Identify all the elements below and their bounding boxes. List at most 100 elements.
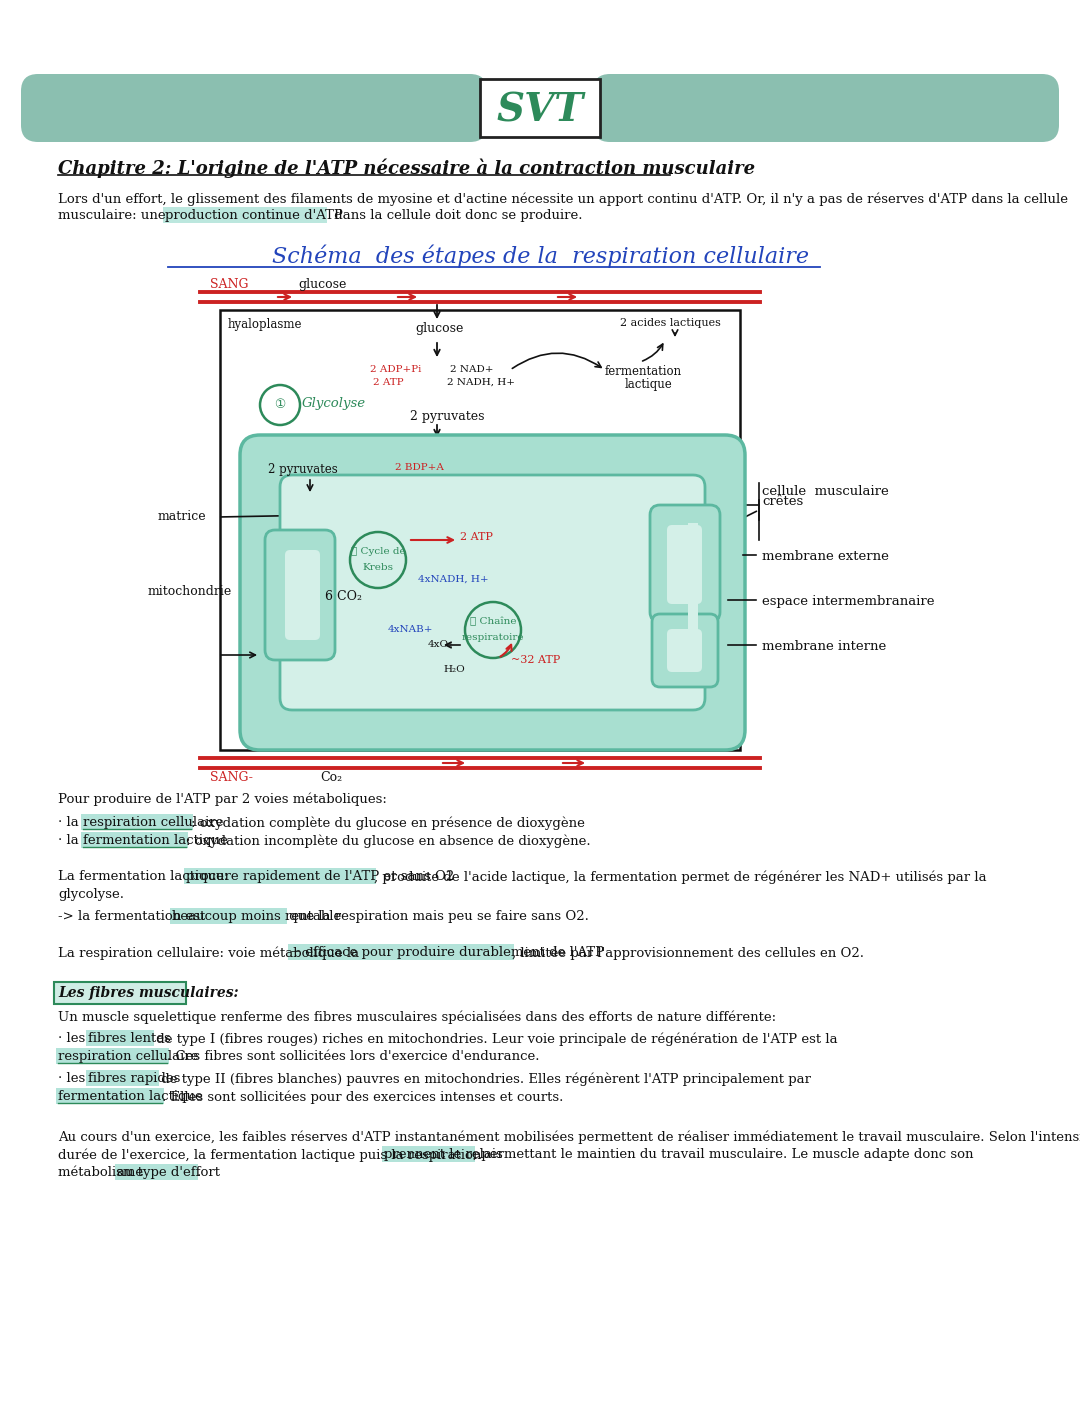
Text: · la: · la [58,834,83,847]
Text: fibres rapides: fibres rapides [87,1072,180,1084]
Text: Co₂: Co₂ [320,771,342,784]
Text: 2 ATP: 2 ATP [460,532,492,542]
Text: : oxydation complète du glucose en présence de dioxygène: : oxydation complète du glucose en prése… [191,816,585,829]
Text: membrane externe: membrane externe [762,551,889,563]
Text: au type d'effort: au type d'effort [118,1166,220,1179]
Text: 6 CO₂: 6 CO₂ [325,590,362,603]
FancyBboxPatch shape [185,868,376,884]
Text: fermentation: fermentation [605,364,683,378]
FancyBboxPatch shape [285,551,320,640]
Text: Schéma  des étapes de la  respiration cellulaire: Schéma des étapes de la respiration cell… [271,246,809,268]
Text: ② Cycle de: ② Cycle de [351,548,405,556]
Text: : oxydation incomplète du glucose en absence de dioxygène.: : oxydation incomplète du glucose en abs… [187,834,591,847]
Text: 2 ATP: 2 ATP [373,378,404,387]
FancyBboxPatch shape [81,832,188,849]
Text: 4xNAB+: 4xNAB+ [388,626,433,634]
Text: 2 NAD+: 2 NAD+ [450,364,494,374]
FancyBboxPatch shape [382,1147,475,1162]
Text: métabolisme: métabolisme [58,1166,147,1179]
Text: Chapitre 2: L'origine de l'ATP nécessaire à la contraction musculaire: Chapitre 2: L'origine de l'ATP nécessair… [58,158,755,178]
Text: Glycolyse: Glycolyse [302,397,366,409]
Text: , limitée par l'approvisionnement des cellules en O2.: , limitée par l'approvisionnement des ce… [513,946,864,960]
Text: Au cours d'un exercice, les faibles réserves d'ATP instantanément mobilisées per: Au cours d'un exercice, les faibles rése… [58,1130,1080,1144]
FancyBboxPatch shape [650,505,720,623]
Text: dans la cellule doit donc se produire.: dans la cellule doit donc se produire. [330,209,582,222]
Bar [688,522,698,658]
Text: 2 pyruvates: 2 pyruvates [268,463,338,476]
Text: SANG: SANG [210,278,248,291]
FancyBboxPatch shape [288,945,514,960]
Bar [292,551,312,640]
Text: lactique: lactique [625,378,673,391]
Text: de type I (fibres rouges) riches en mitochondries. Leur voie principale de régén: de type I (fibres rouges) riches en mito… [152,1032,841,1045]
Text: La respiration cellulaire: voie métabolique la: La respiration cellulaire: voie métaboli… [58,946,363,960]
Text: La fermentation lactique:: La fermentation lactique: [58,870,232,882]
Text: fibres lentes: fibres lentes [87,1032,171,1045]
Text: 2 NADH, H+: 2 NADH, H+ [447,378,515,387]
FancyBboxPatch shape [21,73,487,143]
Text: Lors d'un effort, le glissement des filaments de myosine et d'actine nécessite u: Lors d'un effort, le glissement des fila… [58,192,1068,206]
Text: Les fibres musculaires:: Les fibres musculaires: [58,986,239,1000]
Text: 2 acides lactiques: 2 acides lactiques [620,318,720,328]
FancyBboxPatch shape [56,1048,168,1065]
FancyBboxPatch shape [667,525,702,604]
Text: beaucoup moins rentable: beaucoup moins rentable [172,909,341,923]
Text: Pour produire de l'ATP par 2 voies métaboliques:: Pour produire de l'ATP par 2 voies métab… [58,792,387,805]
Text: glycolyse.: glycolyse. [58,888,124,901]
Text: respiration cellulaire: respiration cellulaire [58,1051,199,1063]
Text: fermentation lactique: fermentation lactique [83,834,228,847]
FancyBboxPatch shape [652,614,718,688]
Text: production continue d'ATP: production continue d'ATP [165,209,342,222]
Text: hyaloplasme: hyaloplasme [228,318,302,330]
Text: . Ces fibres sont sollicitées lors d'exercice d'endurance.: . Ces fibres sont sollicitées lors d'exe… [166,1051,539,1063]
Text: SANG-: SANG- [210,771,253,784]
FancyBboxPatch shape [81,813,193,830]
Text: musculaire: une: musculaire: une [58,209,170,222]
FancyBboxPatch shape [85,1029,153,1046]
Text: de type II (fibres blanches) pauvres en mitochondries. Elles régénèrent l'ATP pr: de type II (fibres blanches) pauvres en … [157,1072,815,1086]
FancyBboxPatch shape [240,435,745,750]
Text: 4xNADH, H+: 4xNADH, H+ [418,575,488,585]
Text: Krebs: Krebs [363,563,393,572]
FancyBboxPatch shape [280,474,705,710]
Text: + efficace pour produire durablement de l'ATP: + efficace pour produire durablement de … [291,946,605,959]
Text: -> la fermentation est: -> la fermentation est [58,909,210,923]
Text: SVT: SVT [497,90,583,128]
Text: ③ Chaîne: ③ Chaîne [470,617,516,627]
FancyBboxPatch shape [54,981,186,1004]
Text: mitochondrie: mitochondrie [148,585,232,599]
Text: , permettant le maintien du travail musculaire. Le muscle adapte donc son: , permettant le maintien du travail musc… [473,1148,973,1161]
Text: membrane interne: membrane interne [762,640,887,652]
Text: · la: · la [58,816,83,829]
Text: espace intermembranaire: espace intermembranaire [762,594,934,609]
Text: respiration cellulaire: respiration cellulaire [83,816,224,829]
Text: . Elles sont sollicitées pour des exercices intenses et courts.: . Elles sont sollicitées pour des exerci… [162,1090,563,1104]
Text: cellule  musculaire: cellule musculaire [762,484,889,498]
Text: ①: ① [274,398,285,411]
Text: · les: · les [58,1032,90,1045]
FancyBboxPatch shape [56,1089,164,1104]
Text: 2 BDP+A: 2 BDP+A [395,463,444,472]
Text: matrice: matrice [158,510,206,522]
FancyBboxPatch shape [667,628,702,672]
FancyBboxPatch shape [116,1163,199,1180]
FancyBboxPatch shape [593,73,1059,143]
Text: respiratoire: respiratoire [462,634,524,642]
Bar [480,79,600,137]
Text: , produite de l'acide lactique, la fermentation permet de régénérer les NAD+ uti: , produite de l'acide lactique, la ferme… [374,870,987,884]
Text: · les: · les [58,1072,90,1084]
Text: glucose: glucose [298,278,347,291]
Text: procure rapidement de l'ATP et sans O2: procure rapidement de l'ATP et sans O2 [187,870,455,882]
FancyBboxPatch shape [170,908,287,923]
FancyBboxPatch shape [265,530,335,659]
Text: 4xO₂: 4xO₂ [428,640,454,650]
Text: que la respiration mais peu se faire sans O2.: que la respiration mais peu se faire san… [285,909,589,923]
Text: durée de l'exercice, la fermentation lactique puis la respiration: durée de l'exercice, la fermentation lac… [58,1148,486,1162]
Text: prennent le relais: prennent le relais [384,1148,503,1161]
Text: crêtes: crêtes [762,496,804,508]
Text: ~32 ATP: ~32 ATP [511,655,561,665]
Text: .: . [197,1166,201,1179]
Text: 2 ADP+Pi: 2 ADP+Pi [370,364,421,374]
FancyBboxPatch shape [163,208,327,223]
Text: Un muscle squelettique renferme des fibres musculaires spécialisées dans des eff: Un muscle squelettique renferme des fibr… [58,1010,777,1024]
